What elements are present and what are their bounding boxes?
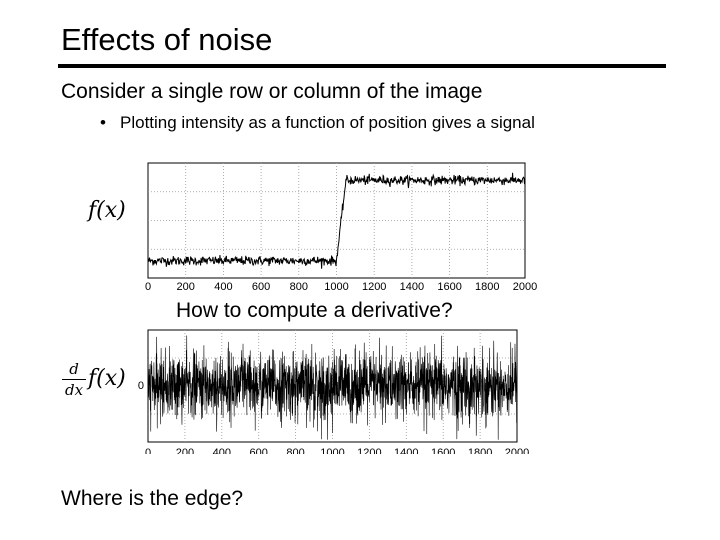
- derivative-line: [147, 335, 518, 440]
- x-tick-0: 0: [145, 447, 151, 454]
- x-tick-1400: 1400: [400, 281, 424, 293]
- derivative-plot: 0 200 400 600 800 1000 1200 1400 1600 1800 2000 0: [138, 329, 529, 454]
- x-tick-1600: 1600: [431, 447, 455, 454]
- x-tick-400: 400: [213, 447, 231, 454]
- x-tick-200: 200: [176, 447, 194, 454]
- x-tick-2000: 2000: [505, 447, 529, 454]
- signal-line: [147, 172, 526, 269]
- x-tick-800: 800: [286, 447, 304, 454]
- derivative-f-of-x: f(x): [88, 366, 126, 391]
- x-tick-1800: 1800: [475, 281, 499, 293]
- x-tick-1600: 1600: [437, 281, 461, 293]
- derivative-denominator: dx: [64, 381, 84, 399]
- x-tick-1000: 1000: [320, 447, 344, 454]
- x-tick-labels: 0 200 400 600 800 1000 1200 1400 1600 1800 2000: [145, 281, 537, 293]
- y-tick-label: 0: [138, 380, 144, 392]
- x-tick-1800: 1800: [468, 447, 492, 454]
- bullet-point: • Plotting intensity as a function of pos…: [100, 112, 535, 134]
- slide-title: Effects of noise: [61, 22, 273, 57]
- title-underline: [58, 64, 666, 68]
- x-tick-labels: 0 200 400 600 800 1000 1200 1400 1600 1800 2000: [145, 447, 529, 454]
- x-tick-600: 600: [252, 281, 270, 293]
- bullet-text: Plotting intensity as a function of posi…: [120, 113, 535, 132]
- x-tick-1000: 1000: [324, 281, 348, 293]
- signal-plot: 0 200 400 600 800 1000 1200 1400 1600 1800 2000: [145, 162, 537, 293]
- edge-question: Where is the edge?: [61, 487, 244, 510]
- slide-subtitle: Consider a single row or column of the i…: [61, 80, 483, 103]
- x-tick-1200: 1200: [362, 281, 386, 293]
- x-tick-1400: 1400: [394, 447, 418, 454]
- x-tick-400: 400: [214, 281, 232, 293]
- x-tick-800: 800: [290, 281, 308, 293]
- x-tick-1200: 1200: [357, 447, 381, 454]
- x-tick-2000: 2000: [513, 281, 537, 293]
- bullet-dot-icon: •: [100, 113, 106, 132]
- x-tick-600: 600: [250, 447, 268, 454]
- fraction-bar: [62, 379, 86, 380]
- label-derivative: d dx f(x): [60, 360, 144, 404]
- label-f-of-x: f(x): [88, 198, 126, 223]
- plot-grid: [148, 163, 525, 278]
- x-tick-200: 200: [177, 281, 195, 293]
- derivative-question: How to compute a derivative?: [174, 298, 455, 324]
- derivative-fraction: d dx: [60, 360, 88, 399]
- derivative-numerator: d: [69, 360, 79, 378]
- x-tick-0: 0: [145, 281, 151, 293]
